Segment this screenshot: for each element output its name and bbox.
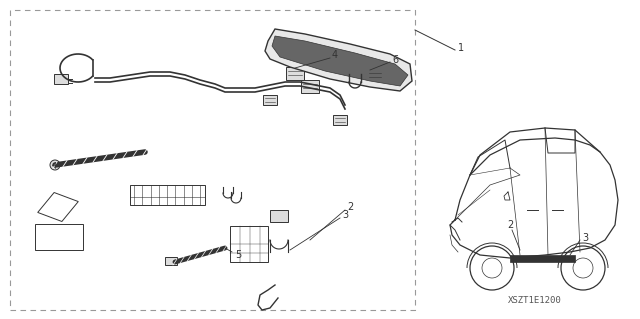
Bar bbox=[333, 115, 347, 125]
Bar bbox=[286, 66, 304, 79]
Text: XSZT1E1200: XSZT1E1200 bbox=[508, 296, 562, 305]
Polygon shape bbox=[265, 29, 412, 91]
Bar bbox=[510, 255, 575, 262]
Text: 1: 1 bbox=[458, 43, 464, 53]
Text: 6: 6 bbox=[392, 55, 398, 65]
Bar bbox=[165, 257, 177, 265]
Text: CR-Z: CR-Z bbox=[340, 252, 360, 262]
Text: 2: 2 bbox=[507, 220, 513, 230]
Text: 3: 3 bbox=[582, 233, 588, 243]
Bar bbox=[301, 79, 319, 93]
Bar bbox=[230, 226, 268, 262]
Text: 4: 4 bbox=[332, 50, 338, 60]
Polygon shape bbox=[272, 36, 408, 86]
Text: 3: 3 bbox=[342, 210, 348, 220]
Bar bbox=[270, 210, 288, 222]
Bar bbox=[54, 74, 68, 84]
Bar bbox=[130, 185, 205, 205]
Circle shape bbox=[50, 160, 60, 170]
Bar bbox=[367, 69, 383, 81]
Bar bbox=[263, 95, 277, 105]
Text: 2: 2 bbox=[347, 202, 353, 212]
Bar bbox=[10, 10, 415, 310]
Bar bbox=[35, 224, 83, 250]
Text: 5: 5 bbox=[235, 250, 241, 260]
